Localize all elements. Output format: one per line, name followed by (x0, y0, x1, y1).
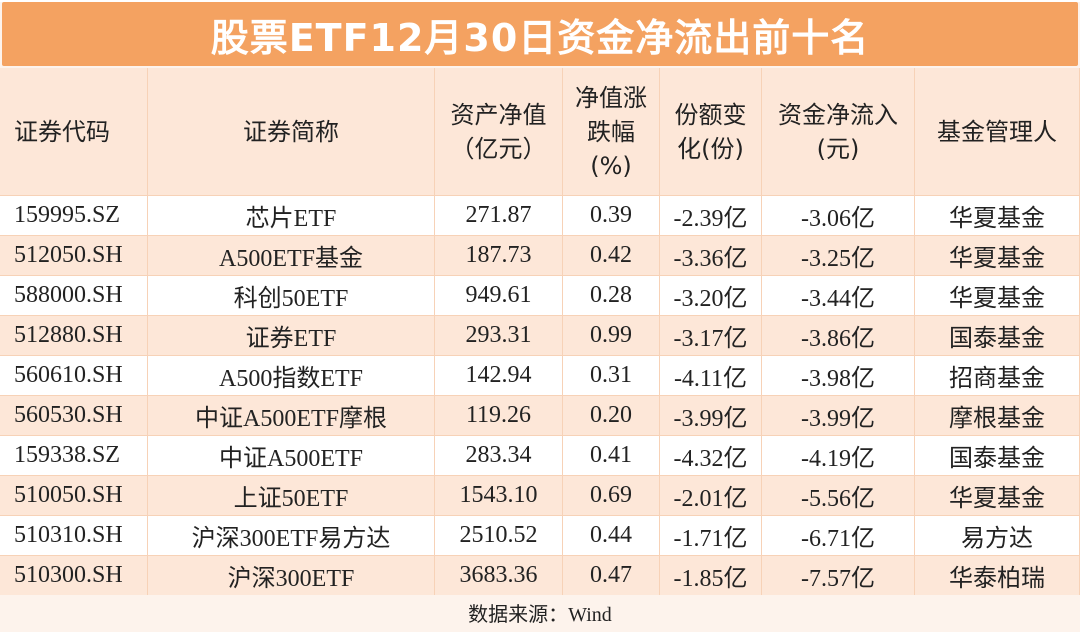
table-cell: 华夏基金 (915, 275, 1080, 315)
table-cell: 3683.36 (435, 555, 563, 595)
table-cell: 国泰基金 (915, 315, 1080, 355)
table-cell: 芯片ETF (148, 195, 435, 235)
table-cell: 271.87 (435, 195, 563, 235)
table-cell: -3.36亿 (660, 235, 762, 275)
table-cell: 512050.SH (0, 235, 148, 275)
table-cell: 0.39 (563, 195, 660, 235)
table-cell: -3.86亿 (762, 315, 915, 355)
table-cell: 510300.SH (0, 555, 148, 595)
header-text: 证券简称 (243, 117, 339, 146)
table-cell: 588000.SH (0, 275, 148, 315)
table-cell: 上证50ETF (148, 475, 435, 515)
table-cell: 187.73 (435, 235, 563, 275)
table-cell: 560530.SH (0, 395, 148, 435)
table-cell: 华夏基金 (915, 235, 1080, 275)
table-cell: A500ETF基金 (148, 235, 435, 275)
header-text: 份额变 (674, 100, 747, 129)
table-cell: 科创50ETF (148, 275, 435, 315)
header-text: （亿元） (450, 134, 547, 163)
table-cell: -3.25亿 (762, 235, 915, 275)
table-cell: 0.28 (563, 275, 660, 315)
table-cell: 512880.SH (0, 315, 148, 355)
table-cell: 华泰柏瑞 (915, 555, 1080, 595)
table-cell: -3.99亿 (762, 395, 915, 435)
table-cell: 560610.SH (0, 355, 148, 395)
table-cell: -3.17亿 (660, 315, 762, 355)
table-cell: -3.06亿 (762, 195, 915, 235)
table-cell: -6.71亿 (762, 515, 915, 555)
header-text: (元) (816, 134, 860, 163)
title: 股票ETF12月30日资金净流出前十名 (2, 2, 1078, 66)
table-cell: 0.69 (563, 475, 660, 515)
table-cell: -4.32亿 (660, 435, 762, 475)
table-cell: 1543.10 (435, 475, 563, 515)
table-cell: -3.44亿 (762, 275, 915, 315)
table-cell: -5.56亿 (762, 475, 915, 515)
table-cell: 0.20 (563, 395, 660, 435)
table-cell: 国泰基金 (915, 435, 1080, 475)
table-cell: -3.20亿 (660, 275, 762, 315)
source-note: 数据来源：Wind (0, 595, 1080, 630)
header-text: 资金净流入 (778, 100, 898, 129)
header-text: (%) (590, 151, 632, 180)
table-cell: 0.99 (563, 315, 660, 355)
table-cell: 易方达 (915, 515, 1080, 555)
table-cell: 华夏基金 (915, 195, 1080, 235)
header-cell: 净值涨跌幅 (%) (563, 68, 660, 195)
table-cell: -7.57亿 (762, 555, 915, 595)
table-cell: 中证A500ETF摩根 (148, 395, 435, 435)
header-text: 化(份) (677, 134, 744, 163)
table-cell: -1.71亿 (660, 515, 762, 555)
table-cell: 华夏基金 (915, 475, 1080, 515)
table-cell: A500指数ETF (148, 355, 435, 395)
header-cell: 证券代码 (0, 68, 148, 195)
table-cell: 中证A500ETF (148, 435, 435, 475)
table-cell: 510050.SH (0, 475, 148, 515)
table-cell: 0.44 (563, 515, 660, 555)
table-cell: 证券ETF (148, 315, 435, 355)
table-cell: -4.11亿 (660, 355, 762, 395)
table-cell: 510310.SH (0, 515, 148, 555)
table-cell: -2.39亿 (660, 195, 762, 235)
header-text: 净值涨 (575, 83, 647, 112)
header-cell: 资产净值 （亿元） (435, 68, 563, 195)
table-cell: 142.94 (435, 355, 563, 395)
table-cell: 2510.52 (435, 515, 563, 555)
table-cell: 119.26 (435, 395, 563, 435)
header-cell: 份额变化(份) (660, 68, 762, 195)
header-text: 基金管理人 (937, 117, 1057, 146)
header-text: 证券代码 (14, 117, 110, 146)
table: 证券代码 证券简称 资产净值 （亿元） 净值涨跌幅 (%) 份额变化(份) 资金净流入 (元) 基… (0, 68, 1080, 595)
table-cell: 283.34 (435, 435, 563, 475)
table-cell: 293.31 (435, 315, 563, 355)
table-cell: 159995.SZ (0, 195, 148, 235)
table-cell: 沪深300ETF易方达 (148, 515, 435, 555)
header-cell: 证券简称 (148, 68, 435, 195)
table-cell: -1.85亿 (660, 555, 762, 595)
table-cell: 招商基金 (915, 355, 1080, 395)
table-cell: 159338.SZ (0, 435, 148, 475)
table-cell: 摩根基金 (915, 395, 1080, 435)
table-cell: 0.31 (563, 355, 660, 395)
table-cell: 沪深300ETF (148, 555, 435, 595)
table-cell: 0.41 (563, 435, 660, 475)
header-text: 资产净值 (450, 100, 547, 129)
header-cell: 资金净流入 (元) (762, 68, 915, 195)
header-text: 跌幅 (587, 117, 635, 146)
table-cell: 0.47 (563, 555, 660, 595)
table-cell: -2.01亿 (660, 475, 762, 515)
table-cell: -4.19亿 (762, 435, 915, 475)
table-cell: -3.98亿 (762, 355, 915, 395)
table-cell: -3.99亿 (660, 395, 762, 435)
header-cell: 基金管理人 (915, 68, 1080, 195)
table-cell: 0.42 (563, 235, 660, 275)
table-cell: 949.61 (435, 275, 563, 315)
